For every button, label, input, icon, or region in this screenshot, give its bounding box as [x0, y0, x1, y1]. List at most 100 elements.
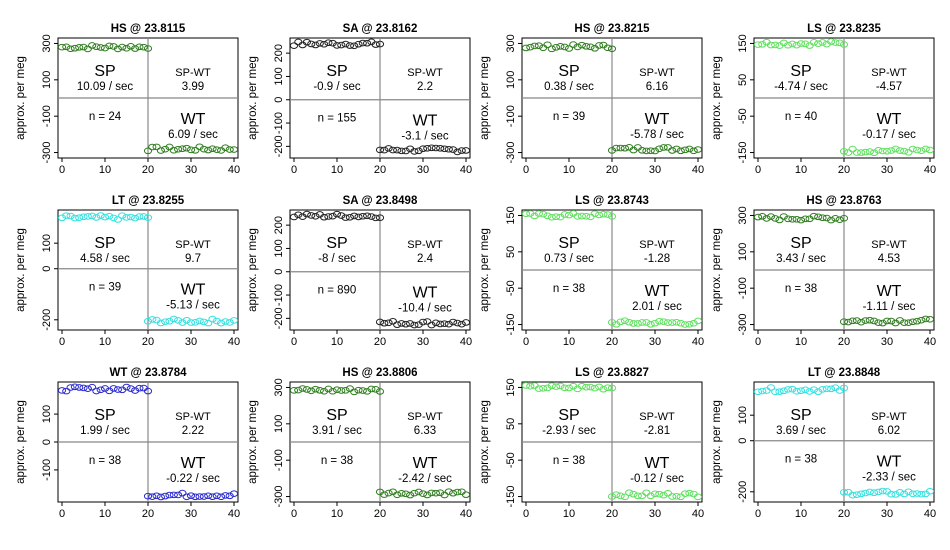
- data-point-wt: [659, 318, 668, 325]
- data-point-wt: [681, 490, 690, 497]
- x-tick-label: 30: [185, 508, 197, 520]
- y-axis-label: approx. per meg: [15, 228, 27, 312]
- data-point-sp: [62, 212, 71, 219]
- data-point-wt: [646, 147, 655, 155]
- data-point-wt: [444, 320, 453, 328]
- y-tick-label: -200: [41, 309, 53, 331]
- data-point-sp: [758, 41, 767, 48]
- sp-wt-label: SP-WT: [639, 411, 675, 423]
- data-point-wt: [199, 318, 208, 326]
- sp-label: SP: [94, 407, 115, 424]
- wt-label: WT: [181, 282, 206, 299]
- data-point-sp: [809, 39, 819, 46]
- data-point-wt: [186, 492, 196, 499]
- data-point-wt: [174, 491, 183, 499]
- data-point-sp: [341, 387, 350, 394]
- data-point-sp: [337, 41, 346, 49]
- n-count: n = 39: [89, 282, 121, 294]
- data-point-sp: [552, 213, 561, 221]
- data-point-sp: [595, 211, 604, 219]
- y-tick-label: 100: [505, 71, 517, 89]
- data-point-wt: [857, 490, 866, 498]
- wt-label: WT: [645, 111, 670, 128]
- data-point-wt: [165, 143, 174, 151]
- data-point-wt: [431, 489, 440, 497]
- y-tick-label: 100: [41, 71, 53, 89]
- sp-rate: -8 / sec: [318, 253, 356, 265]
- data-point-sp: [358, 212, 367, 220]
- data-point-sp: [118, 212, 127, 219]
- x-tick-label: 30: [649, 508, 661, 520]
- data-point-wt: [620, 317, 630, 325]
- data-point-wt: [182, 144, 191, 152]
- wt-label: WT: [181, 111, 206, 128]
- data-point-wt: [848, 491, 857, 499]
- x-tick-label: 30: [417, 508, 429, 520]
- x-tick-label: 10: [563, 164, 575, 176]
- sp-rate: -2.93 / sec: [542, 425, 596, 437]
- data-point-sp: [784, 215, 793, 223]
- data-point-wt: [156, 147, 165, 154]
- data-point-wt: [221, 318, 230, 325]
- wt-rate: -0.12 / sec: [630, 473, 684, 485]
- panel: LS @ 23.8235 0 10 20 30 40 150 50 -50 -150 approx.…: [711, 23, 936, 176]
- data-point-wt: [925, 146, 935, 154]
- x-tick-label: 0: [291, 336, 297, 348]
- data-point-sp: [586, 213, 595, 221]
- y-axis-label: approx. per meg: [711, 56, 723, 140]
- y-tick-label: -100: [273, 112, 285, 134]
- data-point-wt: [401, 320, 410, 328]
- data-point-wt: [191, 319, 200, 326]
- y-tick-label: -200: [273, 135, 285, 157]
- data-point-sp: [556, 43, 565, 50]
- data-point-sp: [83, 385, 92, 392]
- data-point-wt: [156, 319, 165, 327]
- data-point-sp: [586, 383, 595, 391]
- wt-rate: 2.01 / sec: [632, 301, 682, 313]
- data-point-sp: [539, 385, 548, 392]
- data-point-wt: [204, 319, 213, 327]
- data-point-sp: [590, 210, 599, 217]
- data-point-sp: [805, 42, 814, 49]
- data-point-wt: [427, 144, 436, 152]
- data-point-wt: [681, 321, 690, 328]
- data-point-wt: [423, 491, 432, 499]
- data-point-wt: [182, 493, 191, 501]
- data-point-wt: [401, 147, 410, 155]
- data-point-wt: [650, 490, 660, 498]
- data-point-sp: [83, 213, 92, 220]
- data-point-wt: [633, 492, 642, 500]
- wt-rate: -3.1 / sec: [401, 131, 449, 143]
- y-axis-label: approx. per meg: [479, 400, 491, 484]
- data-point-wt: [663, 489, 673, 497]
- sp-label: SP: [558, 407, 579, 424]
- x-tick-label: 40: [460, 508, 472, 520]
- data-point-sp: [796, 387, 806, 395]
- data-point-wt: [393, 146, 402, 154]
- data-point-sp: [775, 388, 784, 396]
- data-point-sp: [758, 213, 767, 220]
- data-point-sp: [358, 387, 367, 394]
- y-tick-label: -300: [41, 142, 53, 164]
- data-point-wt: [169, 315, 178, 323]
- wt-rate: -2.33 / sec: [862, 472, 916, 484]
- y-axis-label: approx. per meg: [247, 228, 259, 312]
- x-tick-label: 40: [924, 336, 936, 348]
- y-axis-label: approx. per meg: [247, 400, 259, 484]
- data-point-wt: [925, 315, 935, 323]
- data-point-sp: [332, 386, 342, 393]
- data-point-sp: [79, 213, 88, 221]
- data-point-wt: [453, 148, 462, 156]
- panel: HS @ 23.8115 0 10 20 30 40 300 100 -100 -300 appro…: [15, 23, 240, 176]
- data-point-sp: [560, 43, 569, 51]
- data-point-wt: [388, 146, 397, 154]
- data-point-sp: [320, 213, 329, 221]
- data-point-sp: [573, 43, 582, 51]
- n-count: n = 155: [318, 113, 357, 125]
- data-point-sp: [289, 42, 299, 49]
- data-point-wt: [844, 318, 853, 326]
- y-tick-label: -150: [737, 142, 749, 164]
- data-point-sp: [100, 213, 110, 221]
- data-point-sp: [96, 212, 105, 219]
- data-point-wt: [436, 144, 445, 152]
